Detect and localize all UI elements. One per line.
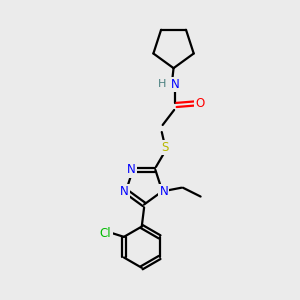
Text: N: N [159, 185, 168, 198]
Text: Cl: Cl [100, 227, 112, 240]
Text: S: S [161, 141, 168, 154]
Text: H: H [158, 79, 166, 89]
Text: N: N [171, 78, 179, 91]
Text: N: N [127, 163, 136, 176]
Text: O: O [195, 97, 205, 110]
Text: N: N [120, 185, 129, 198]
